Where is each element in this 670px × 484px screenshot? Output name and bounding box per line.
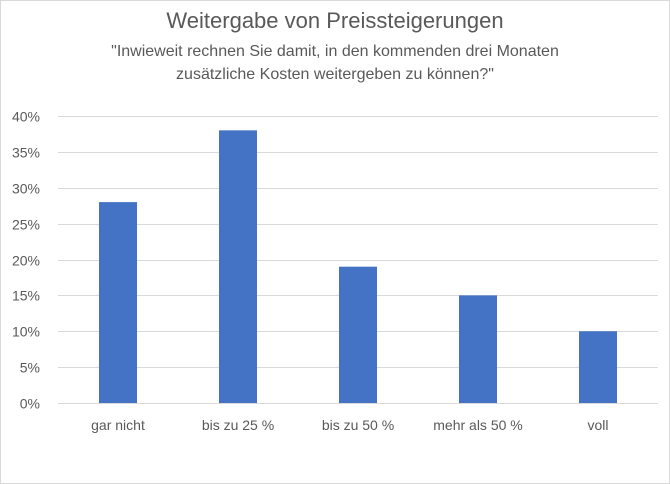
chart-subtitle-line-1: "Inwieweit rechnen Sie damit, in den kom… bbox=[111, 43, 559, 60]
bars bbox=[99, 130, 617, 403]
x-axis-tick-labels: gar nicht bis zu 25 % bis zu 50 % mehr als … bbox=[91, 417, 608, 433]
bar bbox=[99, 202, 137, 403]
bar bbox=[579, 331, 617, 403]
bar bbox=[219, 130, 257, 403]
y-tick-label: 0% bbox=[20, 396, 40, 412]
y-tick-label: 10% bbox=[12, 324, 40, 340]
y-tick-label: 5% bbox=[20, 360, 40, 376]
y-tick-label: 40% bbox=[12, 109, 40, 125]
y-tick-label: 30% bbox=[12, 181, 40, 197]
y-tick-label: 20% bbox=[12, 253, 40, 269]
chart-title: Weitergabe von Preissteigerungen bbox=[166, 8, 504, 33]
y-axis-tick-labels: 0% 5% 10% 15% 20% 25% 30% 35% 40% bbox=[12, 109, 40, 412]
y-tick-label: 15% bbox=[12, 288, 40, 304]
y-tick-label: 35% bbox=[12, 145, 40, 161]
x-tick-label: mehr als 50 % bbox=[433, 417, 522, 433]
x-tick-label: voll bbox=[587, 417, 608, 433]
bar bbox=[459, 295, 497, 403]
y-tick-label: 25% bbox=[12, 217, 40, 233]
x-tick-label: gar nicht bbox=[91, 417, 145, 433]
bar bbox=[339, 266, 377, 403]
chart-subtitle-line-2: zusätzliche Kosten weitergeben zu können… bbox=[176, 66, 494, 83]
x-tick-label: bis zu 50 % bbox=[322, 417, 394, 433]
x-tick-label: bis zu 25 % bbox=[202, 417, 274, 433]
chart-subtitle: "Inwieweit rechnen Sie damit, in den kom… bbox=[60, 40, 610, 86]
